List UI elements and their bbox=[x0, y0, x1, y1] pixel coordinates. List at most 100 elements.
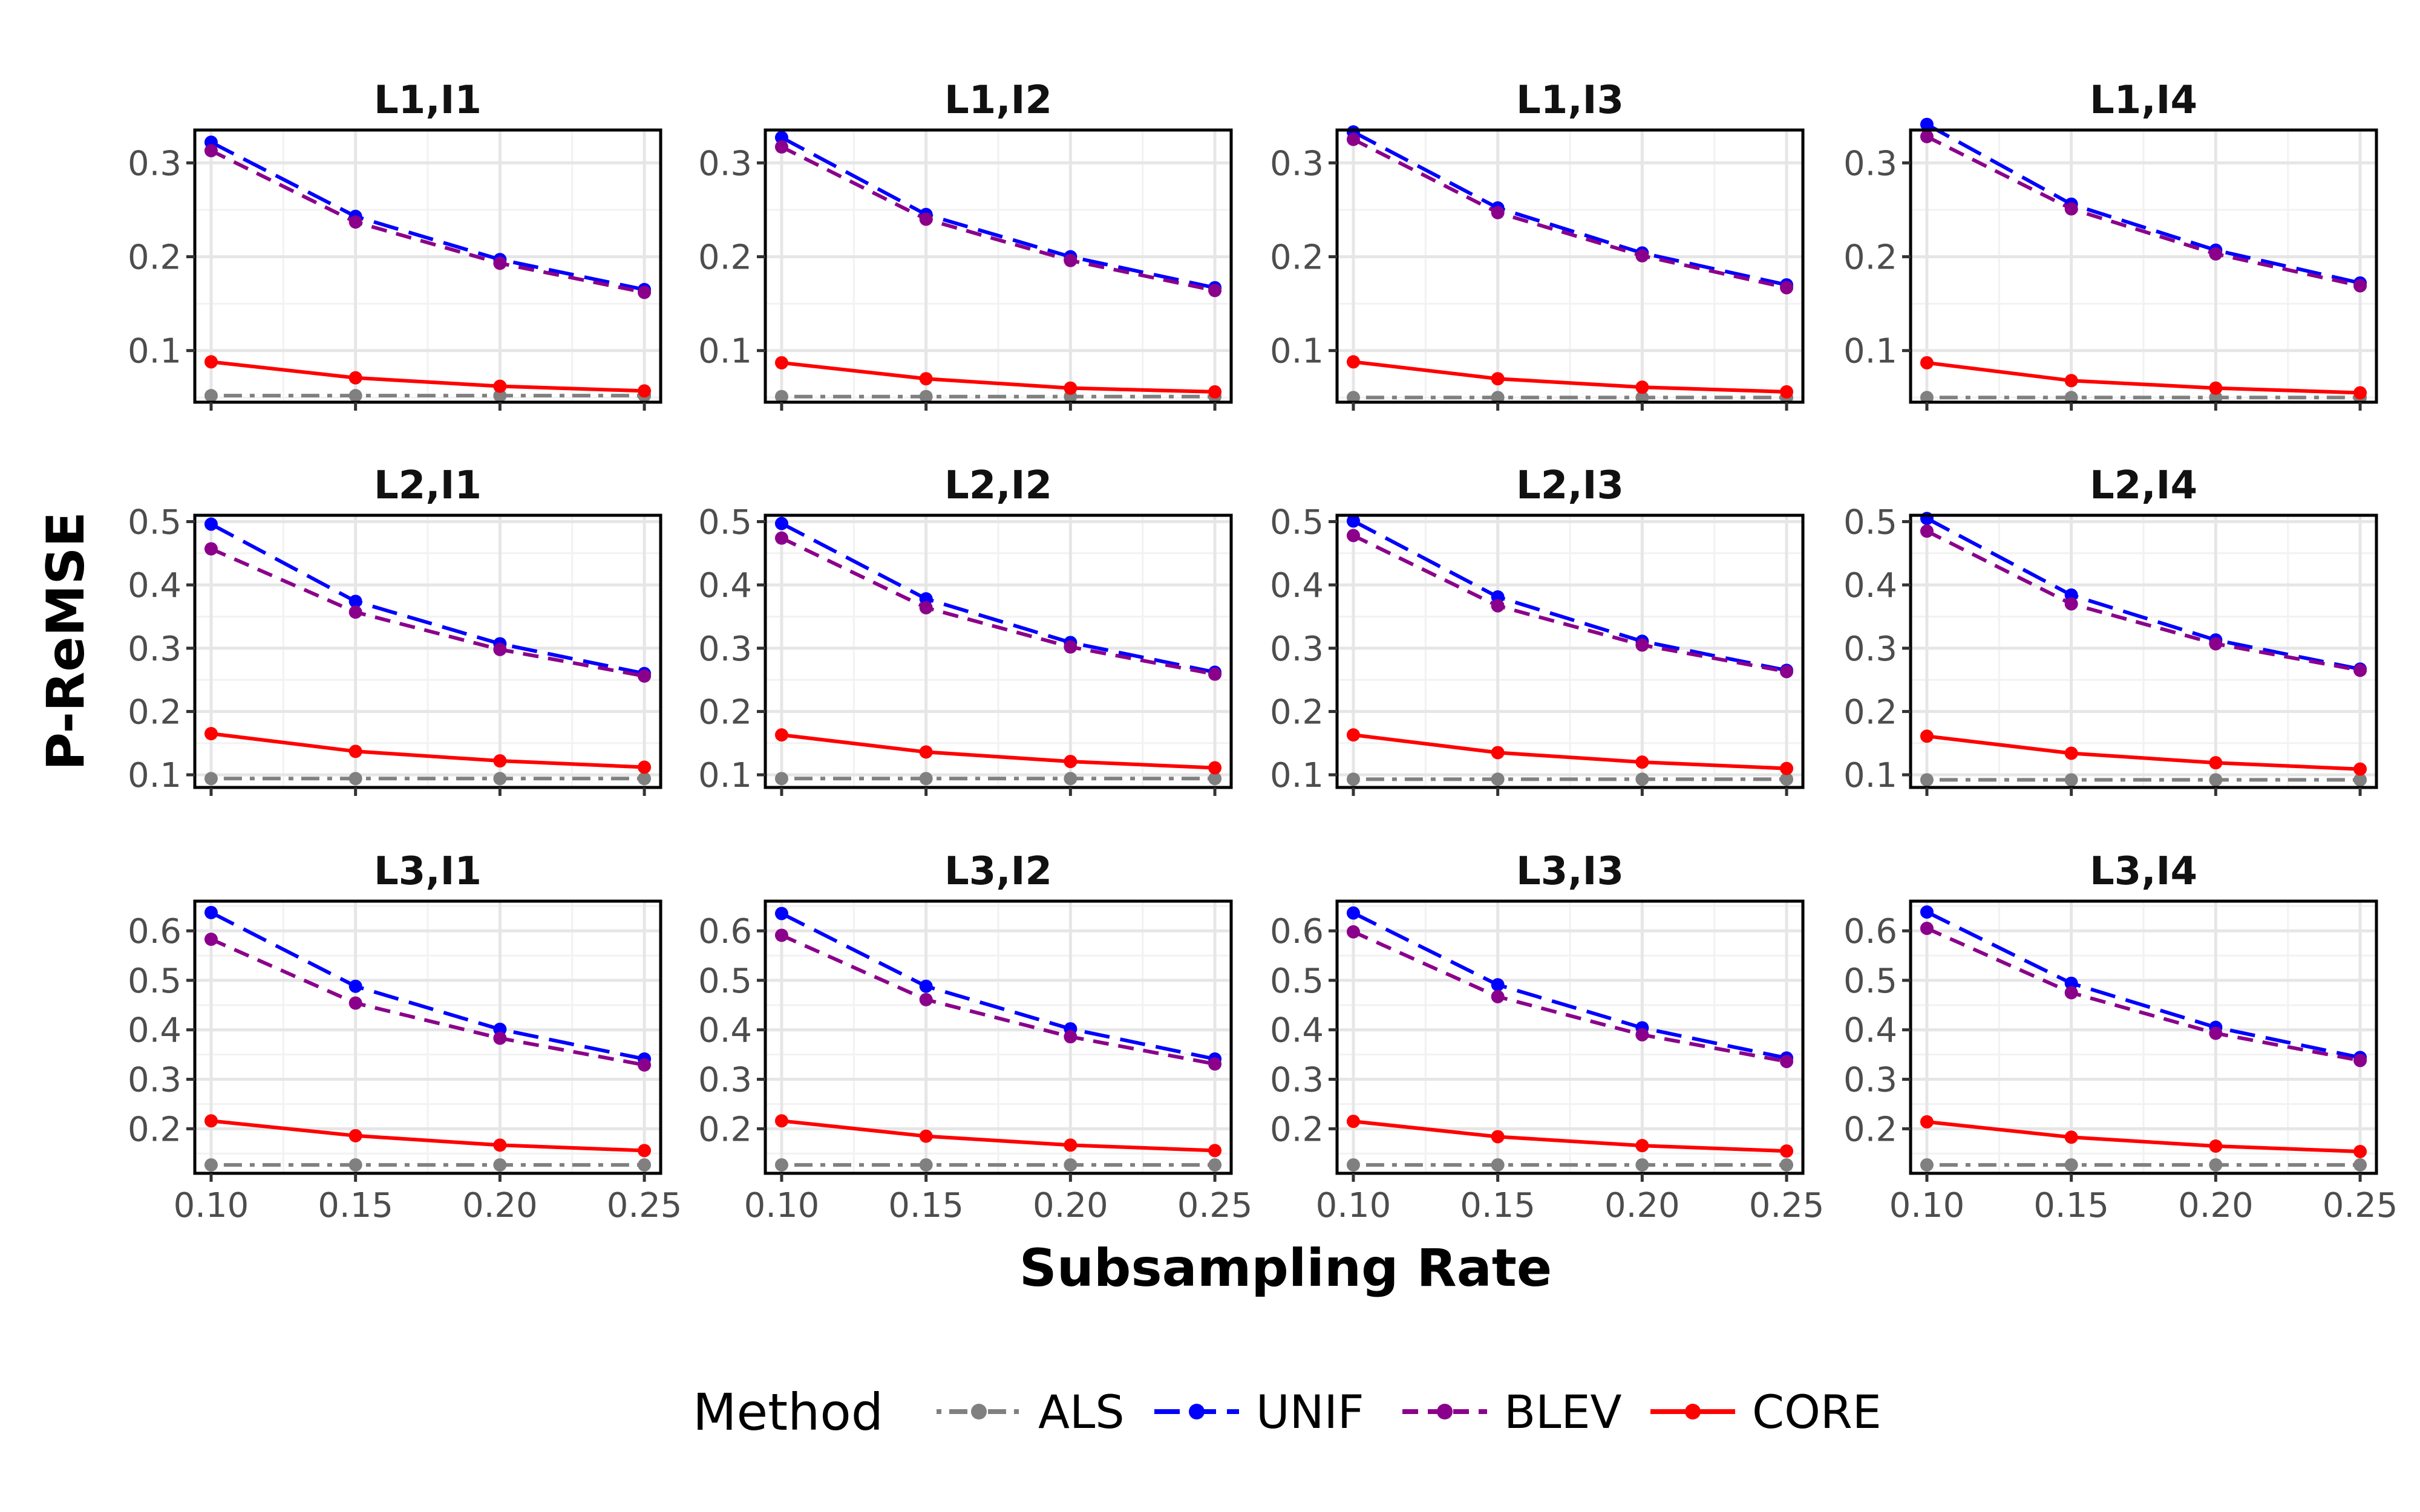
data-point-als bbox=[1920, 773, 1934, 787]
y-tick-label: 0.2 bbox=[128, 692, 182, 732]
y-tick-label: 0.2 bbox=[1843, 692, 1897, 732]
data-point-core bbox=[204, 1114, 218, 1128]
series-line-unif bbox=[1926, 516, 2361, 671]
panel-border bbox=[193, 513, 662, 789]
data-point-unif bbox=[1491, 978, 1505, 992]
series-line-unif bbox=[210, 911, 645, 1061]
panel-l2-i3: 0.1 0.2 0.3 0.4 0.5 L2,I3 bbox=[1270, 463, 1805, 796]
x-tick-label: 0.25 bbox=[2323, 1186, 2398, 1225]
data-point-als bbox=[204, 389, 218, 403]
y-tick-label: 0.6 bbox=[128, 912, 182, 951]
data-point-core bbox=[204, 355, 218, 369]
panel-border bbox=[1335, 128, 1805, 404]
data-point-als bbox=[1491, 1158, 1505, 1172]
legend-key-point bbox=[971, 1404, 987, 1419]
data-point-blev bbox=[919, 212, 933, 226]
data-point-core bbox=[1920, 356, 1934, 370]
legend-key-point bbox=[1685, 1404, 1701, 1419]
y-tick-label: 0.5 bbox=[1270, 503, 1324, 542]
panel-border bbox=[1335, 899, 1805, 1175]
panel-border bbox=[764, 899, 1233, 1175]
data-point-core bbox=[1635, 1139, 1649, 1153]
legend-key-point bbox=[1437, 1404, 1453, 1419]
data-point-core bbox=[2064, 1130, 2078, 1144]
series-line-blev bbox=[1352, 137, 1787, 290]
panel-title: L1,I1 bbox=[374, 78, 482, 123]
data-point-core bbox=[1920, 729, 1934, 743]
data-point-core bbox=[2353, 762, 2367, 776]
y-tick-label: 0.5 bbox=[1843, 503, 1897, 542]
y-axis-title: P-ReMSE bbox=[36, 512, 96, 771]
data-point-core bbox=[919, 745, 933, 759]
series-line-unif bbox=[780, 521, 1215, 674]
panel-l2-i2: 0.1 0.2 0.3 0.4 0.5 L2,I2 bbox=[698, 463, 1233, 796]
data-point-core bbox=[2209, 1139, 2223, 1153]
data-point-core bbox=[1064, 1138, 1078, 1152]
legend-item-blev: BLEV bbox=[1402, 1385, 1622, 1439]
data-point-core bbox=[2209, 756, 2223, 770]
data-point-als bbox=[348, 772, 362, 786]
x-tick-label: 0.20 bbox=[2178, 1186, 2254, 1225]
y-tick-label: 0.3 bbox=[698, 144, 752, 183]
data-point-core bbox=[1780, 761, 1794, 775]
panel-title: L1,I3 bbox=[1516, 78, 1624, 123]
panel-border bbox=[1909, 899, 2378, 1175]
panel-border bbox=[1335, 513, 1805, 789]
y-tick-label: 0.5 bbox=[128, 962, 182, 1001]
panel-border bbox=[193, 899, 662, 1175]
data-point-blev bbox=[1346, 132, 1360, 146]
data-point-core bbox=[1780, 1144, 1794, 1158]
y-tick-label: 0.4 bbox=[1270, 1011, 1324, 1051]
panel-l3-i4: 0.2 0.3 0.4 0.5 0.6 0.10 0.15 0.20 0.25 L3,I4 bbox=[1843, 849, 2398, 1225]
y-tick-label: 0.3 bbox=[128, 630, 182, 669]
data-point-blev bbox=[204, 933, 218, 946]
data-point-blev bbox=[1491, 599, 1505, 613]
data-point-core bbox=[1346, 1115, 1360, 1129]
data-point-core bbox=[1635, 380, 1649, 394]
data-point-core bbox=[638, 760, 652, 774]
data-point-core bbox=[348, 1129, 362, 1142]
data-point-core bbox=[1780, 385, 1794, 399]
data-point-core bbox=[1208, 761, 1222, 775]
data-point-core bbox=[493, 754, 507, 768]
y-tick-label: 0.3 bbox=[1843, 1061, 1897, 1100]
data-point-blev bbox=[2209, 247, 2223, 261]
legend-label: UNIF bbox=[1256, 1385, 1364, 1439]
y-tick-label: 0.4 bbox=[128, 1011, 182, 1051]
data-point-core bbox=[2064, 374, 2078, 388]
series-line-unif bbox=[780, 135, 1215, 290]
data-point-unif bbox=[204, 905, 218, 919]
panel-title: L2,I2 bbox=[944, 463, 1052, 508]
data-point-blev bbox=[1635, 1028, 1649, 1041]
data-point-blev bbox=[493, 1031, 507, 1045]
data-point-unif bbox=[1346, 514, 1360, 528]
series-line-unif bbox=[780, 911, 1215, 1061]
legend-label: BLEV bbox=[1504, 1385, 1622, 1439]
series-line-blev bbox=[210, 149, 645, 295]
data-point-blev bbox=[1064, 640, 1078, 654]
data-point-blev bbox=[204, 144, 218, 158]
data-point-core bbox=[1491, 1130, 1505, 1144]
data-point-blev bbox=[493, 642, 507, 656]
data-point-core bbox=[1635, 755, 1649, 769]
y-tick-label: 0.4 bbox=[1270, 566, 1324, 605]
series-line-blev bbox=[210, 937, 645, 1067]
series-line-core bbox=[781, 360, 1215, 394]
data-point-blev bbox=[1780, 1055, 1794, 1069]
data-point-core bbox=[1920, 1115, 1934, 1129]
data-point-blev bbox=[1920, 922, 1934, 935]
data-point-als bbox=[1780, 1158, 1794, 1172]
data-point-als bbox=[919, 1158, 933, 1172]
panel-l1-i3: 0.1 0.2 0.3 L1,I3 bbox=[1270, 78, 1805, 411]
series-line-blev bbox=[780, 145, 1215, 293]
data-point-core bbox=[493, 379, 507, 393]
series-line-unif bbox=[210, 523, 645, 676]
panel-border bbox=[1909, 513, 2378, 789]
data-point-core bbox=[1208, 385, 1222, 399]
x-axis-title: Subsampling Rate bbox=[1019, 1238, 1552, 1299]
data-point-unif bbox=[348, 595, 362, 608]
y-tick-label: 0.2 bbox=[698, 1110, 752, 1149]
x-tick-label: 0.15 bbox=[888, 1186, 964, 1225]
data-point-blev bbox=[1346, 529, 1360, 543]
